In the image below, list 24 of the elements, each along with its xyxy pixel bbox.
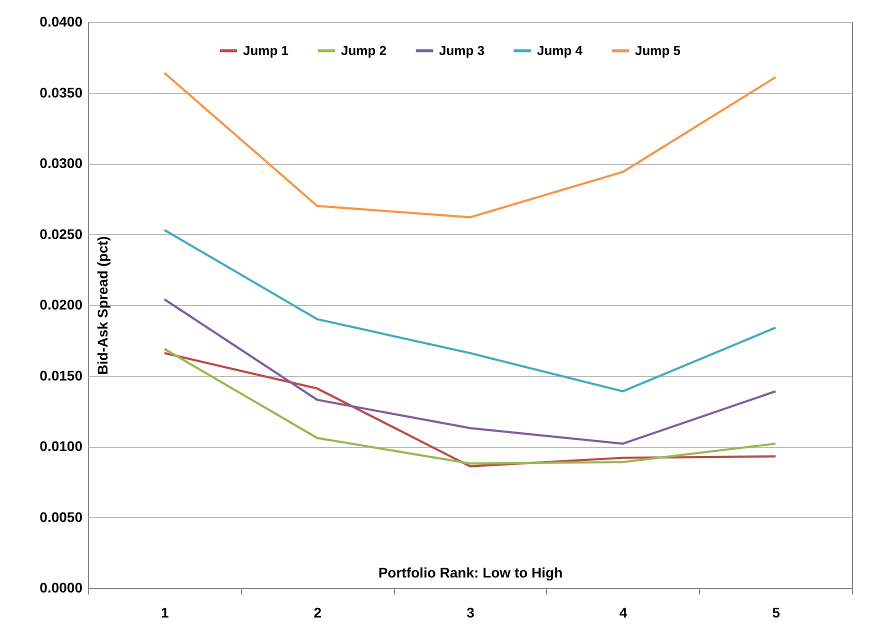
y-tick-label: 0.0150 (40, 367, 83, 384)
y-tick-label: 0.0350 (40, 84, 83, 100)
x-tick-label: 1 (161, 604, 169, 620)
y-tick-label: 0.0000 (40, 580, 83, 596)
y-tick-label: 0.0300 (40, 155, 83, 171)
line-series (163, 72, 777, 218)
y-tick-label: 0.0250 (40, 226, 83, 242)
legend-label: Jump 4 (537, 42, 584, 58)
legend-label: Jump 1 (243, 42, 289, 58)
legend-label: Jump 3 (439, 42, 485, 58)
x-tick-label: 4 (619, 604, 628, 620)
x-tick-label: 2 (314, 604, 322, 620)
y-axis-title: Bid-Ask Spread (pct) (94, 236, 110, 375)
legend-label: Jump 5 (635, 42, 681, 58)
y-tick-label: 0.0100 (40, 438, 83, 454)
y-tick-label: 0.0400 (40, 14, 83, 30)
x-tick-label: 5 (772, 604, 780, 620)
x-axis-title: Portfolio Rank: Low to High (378, 564, 563, 580)
y-tick-label: 0.0200 (40, 296, 83, 312)
line-series (163, 228, 777, 392)
legend-label: Jump 2 (341, 42, 387, 58)
y-tick-label: 0.0050 (40, 508, 83, 525)
x-tick-label: 3 (466, 604, 475, 620)
line-series (163, 298, 777, 445)
